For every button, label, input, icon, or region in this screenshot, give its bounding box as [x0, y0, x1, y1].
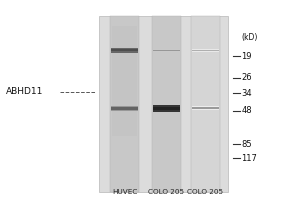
- Bar: [153, 107, 180, 110]
- Bar: [193, 49, 218, 52]
- Bar: [153, 105, 180, 112]
- Text: 85: 85: [242, 140, 252, 149]
- Bar: [192, 106, 219, 110]
- Bar: [191, 16, 220, 192]
- Bar: [112, 49, 138, 51]
- Text: 48: 48: [242, 106, 252, 115]
- Text: 117: 117: [242, 154, 257, 163]
- Text: ABHD11: ABHD11: [6, 87, 43, 96]
- Text: 19: 19: [242, 52, 252, 61]
- Bar: [111, 107, 138, 110]
- Text: 34: 34: [242, 89, 252, 98]
- Bar: [112, 26, 137, 136]
- Bar: [154, 49, 179, 52]
- Bar: [110, 16, 139, 192]
- Bar: [152, 16, 181, 192]
- Bar: [193, 50, 218, 51]
- Bar: [112, 48, 138, 53]
- Text: COLO 205: COLO 205: [188, 189, 224, 195]
- Text: (kD): (kD): [242, 33, 258, 42]
- Text: COLO 205: COLO 205: [148, 189, 184, 195]
- Text: 26: 26: [242, 73, 252, 82]
- Bar: [192, 107, 219, 109]
- Bar: [111, 106, 138, 111]
- Bar: [154, 50, 179, 51]
- Bar: [99, 16, 228, 192]
- Text: HUVEC: HUVEC: [112, 189, 137, 195]
